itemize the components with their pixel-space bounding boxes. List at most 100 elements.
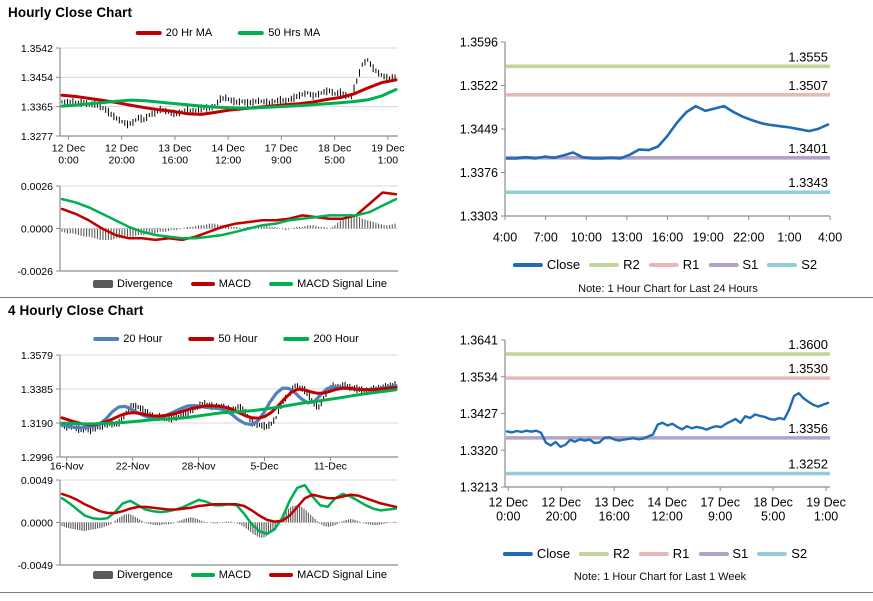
legend-label: S2 <box>791 546 808 561</box>
hourly-price-legend: 20 Hr MA 50 Hrs MA <box>135 27 320 39</box>
legend-label: S1 <box>742 257 759 272</box>
legend-item-50-hour: 50 Hour <box>188 333 258 345</box>
svg-text:1.3449: 1.3449 <box>460 123 498 137</box>
legend-label: R2 <box>613 546 630 561</box>
line-swatch-icon <box>698 551 729 556</box>
svg-text:-0.0026: -0.0026 <box>17 266 53 278</box>
svg-text:1.3530: 1.3530 <box>788 361 828 376</box>
legend-item-r1: R1 <box>648 257 700 272</box>
legend-label: 20 Hour <box>123 333 163 345</box>
line-swatch-icon <box>512 262 543 267</box>
svg-text:1.3320: 1.3320 <box>460 444 498 458</box>
svg-text:7:00: 7:00 <box>533 231 557 245</box>
legend-label: 200 Hour <box>313 333 359 345</box>
legend-label: Divergence <box>117 278 173 290</box>
line-swatch-icon <box>757 551 788 556</box>
legend-item-divergence: Divergence <box>93 569 173 581</box>
svg-text:1.3277: 1.3277 <box>21 131 53 143</box>
legend-item-s1: S1 <box>698 546 748 561</box>
fourh-macd-series-macd-signal-line <box>60 492 398 523</box>
hourly-pivot-legend: Close R2 R1 S1 S2 <box>512 257 818 272</box>
line-swatch-icon <box>708 262 739 267</box>
legend-label: R2 <box>623 257 640 272</box>
svg-text:1.3641: 1.3641 <box>460 334 498 348</box>
line-swatch-icon <box>638 551 669 556</box>
line-swatch-icon <box>190 282 215 286</box>
svg-text:22:00: 22:00 <box>733 231 764 245</box>
legend-item-r2: R2 <box>579 546 630 561</box>
hourly-section-title: Hourly Close Chart <box>8 5 133 20</box>
svg-text:0.0049: 0.0049 <box>21 475 53 487</box>
svg-text:1.3534: 1.3534 <box>460 370 498 384</box>
legend-item-s2: S2 <box>757 546 807 561</box>
svg-text:1.3343: 1.3343 <box>788 175 828 190</box>
legend-label: Divergence <box>117 569 173 581</box>
four-hourly-section-title: 4 Hourly Close Chart <box>8 303 144 318</box>
svg-text:1.3401: 1.3401 <box>788 141 828 156</box>
legend-item-macd: MACD <box>190 569 252 581</box>
svg-text:1.3303: 1.3303 <box>460 210 498 224</box>
svg-text:1.3190: 1.3190 <box>21 418 53 430</box>
legend-label: 50 Hour <box>218 333 258 345</box>
svg-text:10:00: 10:00 <box>571 231 602 245</box>
legend-item-macd: MACD <box>190 278 251 290</box>
line-swatch-icon <box>283 337 310 341</box>
svg-text:11-Dec: 11-Dec <box>314 461 347 473</box>
legend-item-50-hrs-ma: 50 Hrs MA <box>238 27 320 39</box>
svg-text:1.3542: 1.3542 <box>21 43 53 55</box>
legend-item-close: Close <box>512 257 581 272</box>
legend-label: MACD Signal Line <box>297 278 387 290</box>
svg-text:1.3376: 1.3376 <box>460 166 498 180</box>
fourh-pivot-legend: Close R2 R1 S1 S2 <box>502 546 807 561</box>
legend-label: S1 <box>732 546 749 561</box>
svg-text:16:00: 16:00 <box>652 231 683 245</box>
svg-text:1.3427: 1.3427 <box>460 407 498 421</box>
svg-text:13:00: 13:00 <box>611 231 642 245</box>
svg-text:1.3579: 1.3579 <box>21 350 53 362</box>
svg-text:1.3596: 1.3596 <box>460 36 498 50</box>
hourly-pivot-series-close <box>505 104 830 160</box>
svg-text:1:00: 1:00 <box>777 231 801 245</box>
fourh-price-series-50-hour <box>60 385 398 427</box>
line-swatch-icon <box>767 262 798 267</box>
svg-text:1.3555: 1.3555 <box>788 49 828 64</box>
legend-label: S2 <box>801 257 818 272</box>
legend-label: Close <box>546 257 581 272</box>
legend-label: MACD Signal Line <box>297 569 387 581</box>
svg-text:0.0026: 0.0026 <box>21 181 53 193</box>
svg-text:1.2996: 1.2996 <box>21 452 53 464</box>
line-swatch-icon <box>648 262 679 267</box>
legend-item-r2: R2 <box>589 257 640 272</box>
legend-label: MACD <box>218 569 252 581</box>
bottom-divider <box>0 592 873 593</box>
svg-text:1.3252: 1.3252 <box>788 457 828 472</box>
legend-label: R1 <box>682 257 700 272</box>
svg-text:1.3454: 1.3454 <box>21 72 53 84</box>
svg-text:1.3356: 1.3356 <box>788 421 828 436</box>
svg-text:1.3522: 1.3522 <box>460 79 498 93</box>
hourly-macd-series-macd <box>60 191 398 242</box>
svg-text:0.0000: 0.0000 <box>21 223 53 235</box>
svg-text:28-Nov: 28-Nov <box>182 461 217 473</box>
svg-text:1.3213: 1.3213 <box>460 481 498 495</box>
fourh-macd-legend: Divergence MACD MACD Signal Line <box>93 569 387 581</box>
legend-item-macd-signal-line: MACD Signal Line <box>269 569 387 581</box>
